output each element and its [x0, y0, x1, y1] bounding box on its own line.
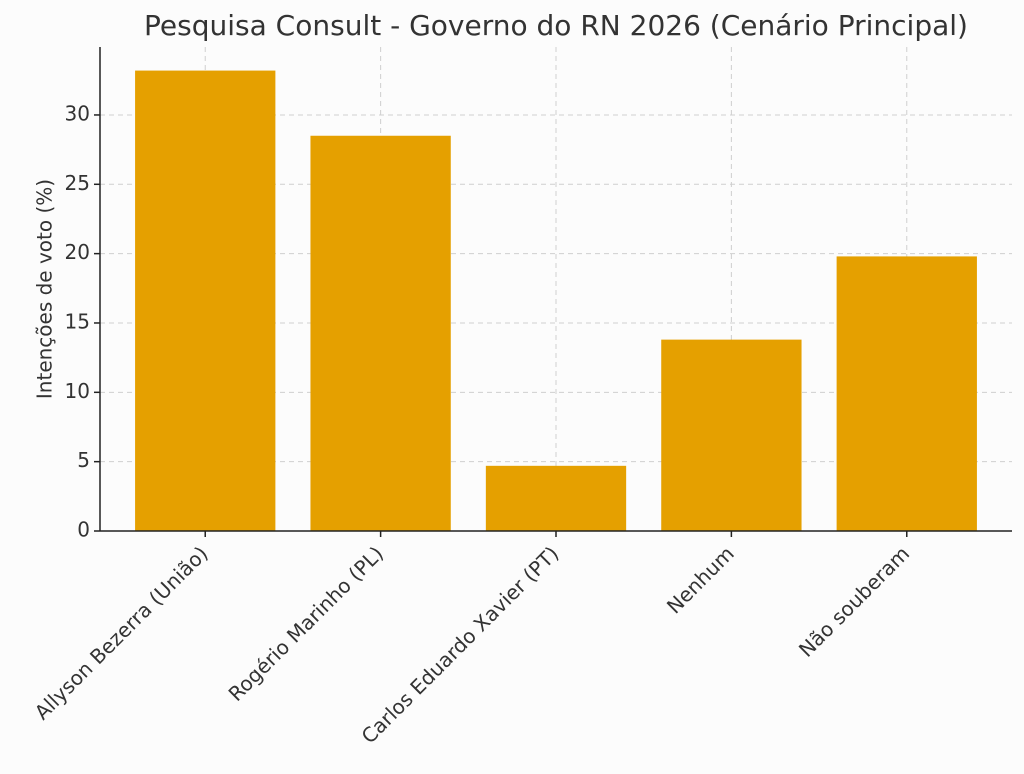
bar: [836, 256, 977, 531]
y-tick-label: 25: [65, 171, 90, 195]
y-tick-label: 15: [65, 309, 90, 333]
chart-title: Pesquisa Consult - Governo do RN 2026 (C…: [144, 9, 968, 42]
bar: [135, 70, 276, 531]
y-tick-label: 30: [65, 101, 90, 125]
bar: [661, 339, 802, 531]
y-tick-label: 0: [77, 518, 90, 542]
bar: [310, 135, 451, 531]
y-tick-label: 5: [77, 448, 90, 472]
bar: [485, 465, 627, 531]
y-axis-label: Intenções de voto (%): [33, 179, 57, 399]
y-tick-label: 10: [65, 379, 90, 403]
y-tick-label: 20: [65, 240, 90, 264]
